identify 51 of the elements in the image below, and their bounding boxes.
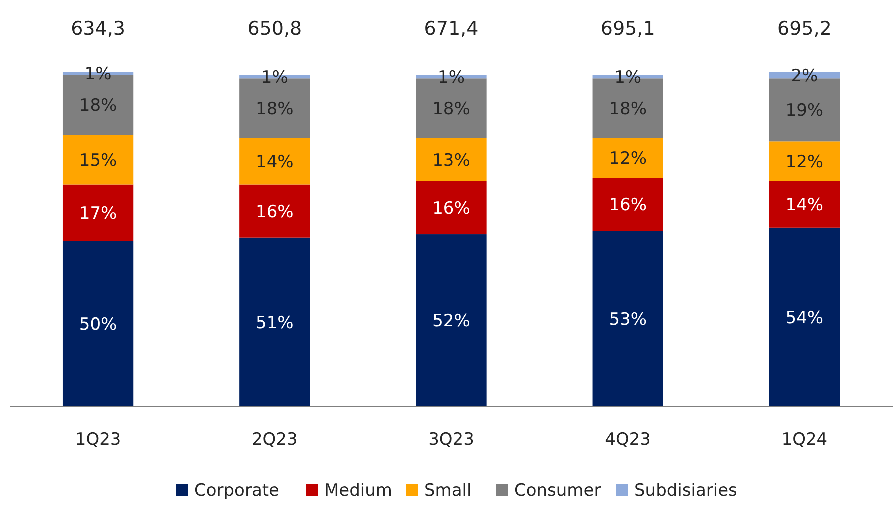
data-label: 53% [609,310,647,330]
data-label: 2% [791,66,818,86]
bar [62,135,134,185]
text: 650,8 [248,18,302,40]
legend-label: Small [424,481,472,501]
data-label: 52% [432,312,470,332]
x-tick-label: 3Q23 [428,430,474,450]
bar [62,184,134,242]
data-label: 18% [432,99,470,120]
text: 695,2 [777,18,832,40]
bar [416,234,487,407]
x-tick-label: 1Q23 [75,430,122,450]
bar [416,181,487,235]
data-label: 18% [609,99,647,120]
bar [240,184,310,238]
data-label: 13% [432,150,470,171]
bar [416,138,487,182]
bar [769,228,840,407]
legend-label: Subdisiaries [634,481,738,501]
data-label: 14% [786,196,824,216]
data-label: 50% [79,315,118,336]
text: 671,4 [424,18,479,40]
x-tick-label: 1Q24 [782,430,828,450]
bar [769,181,840,228]
data-label: 17% [79,204,118,224]
data-label: 51% [256,313,294,334]
data-label: 12% [609,149,647,170]
bar [592,138,664,178]
text: 695,1 [600,18,656,40]
data-label: 18% [256,99,294,120]
bar [240,238,310,407]
legend-label: Medium [324,481,392,501]
data-label: 14% [256,152,294,173]
text: 634,3 [71,18,126,40]
data-label: 54% [786,308,824,328]
legend-label: Corporate [194,481,280,501]
bar [592,231,664,407]
data-label: 16% [256,202,294,222]
data-label: 19% [786,101,824,122]
data-label: 15% [79,150,118,171]
bar [592,178,664,232]
bar [240,138,310,185]
data-label: 16% [432,198,470,219]
legend-label: Consumer [514,481,602,501]
bar [769,142,840,182]
data-label: 16% [609,196,647,216]
data-label: 18% [79,96,118,116]
data-label: 12% [786,152,824,173]
x-tick-label: 2Q23 [252,430,298,450]
bar [62,241,134,407]
x-tick-label: 4Q23 [605,430,652,450]
